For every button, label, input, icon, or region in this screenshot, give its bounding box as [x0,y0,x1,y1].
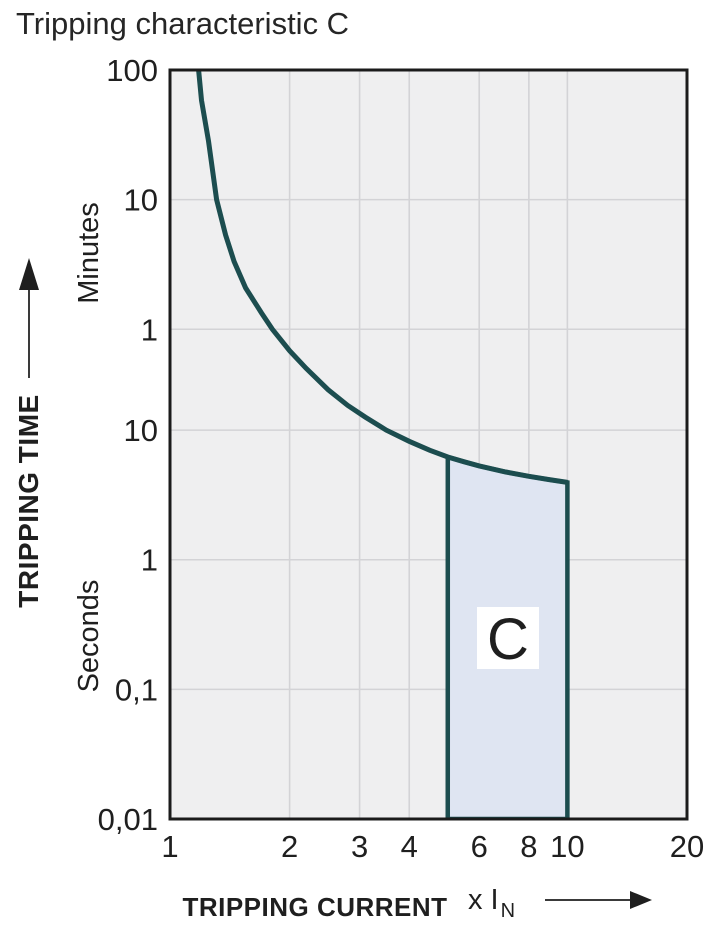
x-tick-label: 20 [670,829,704,864]
plot-border [168,68,689,821]
gridlines [170,70,687,819]
x-tick-label: 10 [550,829,584,864]
x-tick-label: 3 [351,829,368,864]
tripping-curve [196,70,568,485]
y-unit-minutes: Minutes [73,202,105,304]
y-tick-label: 100 [106,53,158,88]
up-arrow-icon [19,258,39,290]
y-tick-label: 10 [124,183,158,218]
y-tick-label: 1 [141,543,158,578]
x-tick-label: 1 [161,829,178,864]
x-tick-label: 2 [281,829,298,864]
y-tick-label: 10 [124,413,158,448]
x-tick-label: 8 [520,829,537,864]
x-axis-unit-prefix: x I [468,884,499,916]
x-axis-arrow [545,891,652,909]
y-tick-label: 1 [141,312,158,347]
right-arrow-icon [630,891,652,909]
x-tick-labels: 1 2 3 4 6 8 10 20 [161,829,704,864]
x-tick-label: 6 [471,829,488,864]
y-unit-seconds: Seconds [73,580,105,693]
y-axis-title: TRIPPING TIME [13,394,44,607]
y-axis-arrow [19,258,39,378]
plot-area [170,70,687,819]
y-tick-label: 0,1 [115,672,158,707]
region-label-chip [477,607,539,669]
y-tick-label: 0,01 [98,802,158,837]
x-axis-title: TRIPPING CURRENT [182,892,447,922]
y-tick-labels: 100 10 1 10 1 0,1 0,01 [98,53,158,837]
x-tick-label: 4 [401,829,418,864]
region-label: C [487,607,529,672]
page-title: Tripping characteristic C [16,6,350,41]
x-axis-unit-subscript: N [501,900,515,922]
